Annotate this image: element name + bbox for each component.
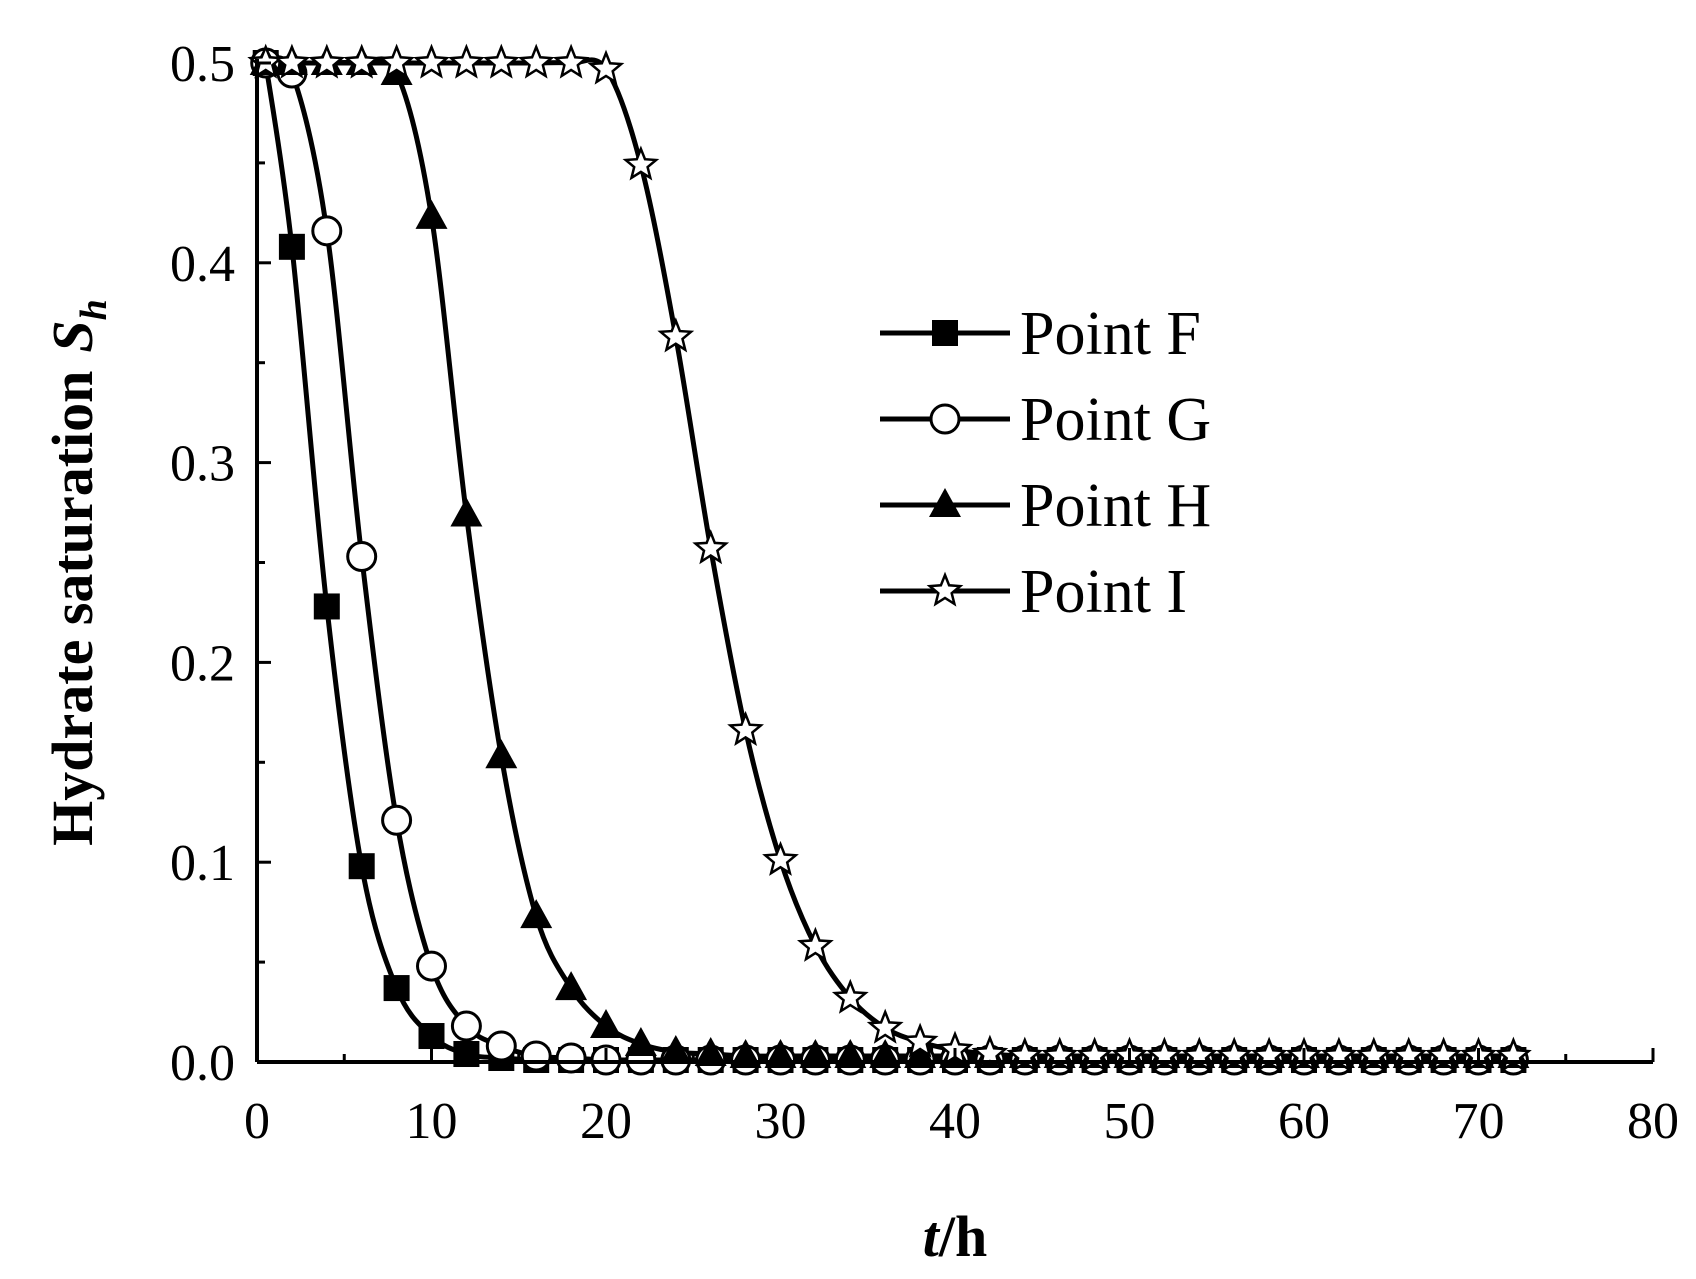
y-axis-title: Hydrate saturation Sh: [40, 299, 115, 846]
data-point-4: [308, 43, 346, 79]
data-point-1: [348, 853, 375, 880]
data-point-3: [520, 899, 553, 929]
data-point-4: [448, 43, 485, 79]
data-point-4: [378, 43, 415, 79]
x-tick-label: 20: [580, 1093, 632, 1150]
data-point-2: [311, 215, 343, 247]
data-point-4: [343, 43, 381, 79]
data-point-4: [273, 43, 311, 79]
legend-marker-4: [926, 571, 964, 607]
x-tick-label: 40: [929, 1093, 981, 1150]
legend-label-2: Point G: [1020, 386, 1211, 454]
series-line-1: [263, 62, 1514, 1063]
data-point-4: [762, 840, 799, 876]
legend-label-4: Point I: [1020, 558, 1187, 626]
x-axis-title-unit: /h: [938, 1204, 987, 1269]
legend-label-1: Point F: [1020, 300, 1201, 368]
series-line-4: [265, 57, 1514, 1059]
data-point-4: [796, 926, 834, 962]
data-point-1: [313, 593, 340, 620]
y-axis-title-text: Hydrate saturation: [40, 371, 105, 846]
x-tick-label: 10: [406, 1093, 458, 1150]
x-axis-title: t/h: [923, 1204, 988, 1269]
data-point-3: [590, 1009, 622, 1039]
y-axis-title-subscript: h: [73, 299, 115, 320]
legend-marker-2: [929, 403, 961, 435]
data-point-4: [552, 43, 590, 79]
data-point-2: [555, 1042, 587, 1074]
data-point-3: [555, 971, 588, 1001]
data-point-2: [520, 1040, 552, 1072]
y-tick-label: 0.3: [170, 436, 235, 493]
data-point-2: [346, 541, 378, 573]
x-tick-label: 50: [1104, 1093, 1156, 1150]
data-point-1: [278, 233, 305, 260]
data-point-3: [624, 1027, 657, 1057]
data-point-4: [482, 43, 520, 79]
y-tick-label: 0.2: [170, 635, 235, 692]
x-tick-label: 0: [244, 1093, 270, 1150]
data-point-4: [413, 43, 450, 79]
y-tick-label: 0.0: [170, 1035, 235, 1092]
data-point-1: [383, 975, 410, 1002]
data-point-4: [622, 145, 660, 181]
data-point-3: [659, 1035, 692, 1065]
data-point-2: [381, 804, 413, 836]
legend-marker-1: [932, 320, 958, 346]
data-point-4: [831, 978, 869, 1014]
data-point-1: [418, 1023, 445, 1050]
data-point-4: [657, 317, 695, 353]
series-markers: [247, 43, 1532, 1076]
legend-label-3: Point H: [1020, 472, 1211, 540]
legend: Point F Point G Point H Point I: [880, 300, 1211, 626]
x-tick-label: 30: [755, 1093, 807, 1150]
data-point-3: [694, 1037, 727, 1067]
data-point-4: [866, 1008, 904, 1044]
series-line-2: [264, 55, 1514, 1063]
data-point-3: [485, 739, 518, 769]
axes: 0 10 20 30 40 50 60 70 80 0.0 0.1 0.2 0.3 0.4 0.5: [170, 36, 1679, 1150]
data-point-2: [485, 1030, 517, 1062]
data-point-3: [450, 497, 483, 527]
legend-marker-3: [929, 488, 961, 517]
data-point-4: [692, 529, 730, 565]
data-point-4: [727, 710, 765, 747]
x-tick-label: 60: [1278, 1093, 1330, 1150]
x-tick-label: 70: [1453, 1093, 1505, 1150]
y-axis-title-symbol: S: [40, 320, 105, 352]
data-point-4: [901, 1022, 939, 1058]
y-tick-label: 0.5: [170, 36, 235, 93]
data-point-2: [416, 950, 447, 982]
x-tick-label: 80: [1627, 1093, 1679, 1150]
data-point-3: [415, 199, 448, 229]
series-line-3: [265, 56, 1514, 1059]
y-tick-label: 0.1: [170, 835, 235, 892]
data-point-4: [517, 43, 555, 79]
y-tick-label: 0.4: [170, 236, 235, 293]
series-lines: [263, 55, 1514, 1063]
data-point-4: [587, 49, 625, 85]
x-axis-title-italic: t: [923, 1204, 941, 1269]
data-point-2: [450, 1010, 482, 1042]
